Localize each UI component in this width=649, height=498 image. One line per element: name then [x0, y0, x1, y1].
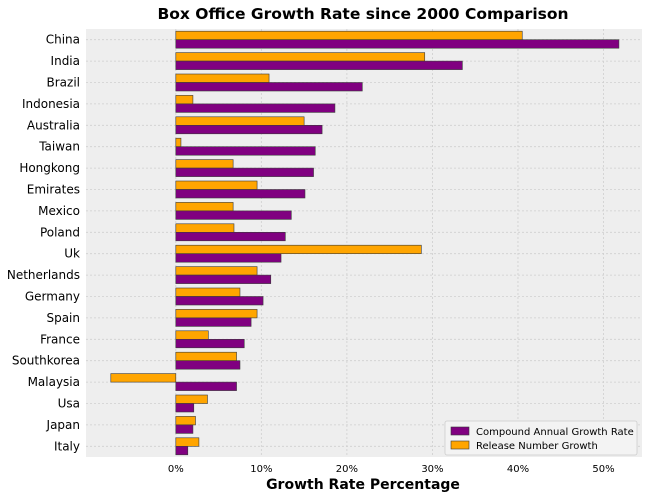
category-label: India: [51, 54, 80, 68]
bar-release-number-growth: [175, 30, 523, 41]
bar-release-number-growth: [175, 437, 200, 447]
bar-compound-annual-growth-rate: [175, 210, 292, 220]
bar-compound-annual-growth-rate: [175, 360, 241, 370]
axes: 0% 10% 20% 30% 40% 50% China India Brazil Indones…: [7, 33, 615, 475]
category-label: Malaysia: [28, 375, 80, 389]
bar-release-number-growth: [175, 351, 237, 362]
category-label: France: [40, 332, 80, 346]
category-label: Mexico: [38, 204, 80, 218]
category-label: Usa: [58, 397, 80, 411]
bar-release-number-growth: [175, 73, 270, 83]
category-label: Italy: [54, 439, 80, 453]
bar-release-number-growth: [175, 180, 258, 190]
chart-title: Box Office Growth Rate since 2000 Compar…: [157, 5, 568, 23]
bar-release-number-growth: [175, 223, 235, 233]
x-tick-label: 10%: [250, 464, 272, 475]
category-label: China: [46, 33, 80, 47]
x-tick-label: 0%: [168, 464, 184, 475]
bar-compound-annual-growth-rate: [175, 338, 245, 349]
bar-release-number-growth: [110, 373, 177, 383]
x-tick-label: 50%: [592, 464, 614, 475]
category-label: Indonesia: [22, 97, 80, 111]
bars: [110, 30, 620, 456]
bar-release-number-growth: [175, 202, 234, 212]
x-axis-label: Growth Rate Percentage: [266, 477, 460, 493]
plot-area: [86, 29, 642, 457]
bar-compound-annual-growth-rate: [175, 381, 237, 391]
bar-release-number-growth: [175, 52, 426, 62]
bar-release-number-growth: [175, 330, 209, 340]
bar-release-number-growth: [175, 244, 422, 254]
bar-compound-annual-growth-rate: [175, 445, 189, 456]
category-label: Uk: [64, 247, 80, 261]
legend-label: Compound Annual Growth Rate: [476, 427, 634, 438]
category-label: Netherlands: [7, 268, 80, 282]
x-tick-label: 40%: [507, 464, 529, 475]
bar-release-number-growth: [175, 116, 305, 126]
category-label: Emirates: [27, 183, 80, 197]
x-tick-label: 30%: [421, 464, 443, 475]
bar-compound-annual-growth-rate: [175, 317, 252, 327]
bar-release-number-growth: [175, 95, 194, 105]
legend-swatch: [450, 426, 470, 436]
bar-compound-annual-growth-rate: [175, 146, 316, 156]
category-label: Germany: [25, 290, 80, 304]
bar-compound-annual-growth-rate: [175, 424, 194, 434]
category-label: Poland: [40, 225, 80, 239]
bar-compound-annual-growth-rate: [175, 296, 264, 306]
bar-compound-annual-growth-rate: [175, 125, 323, 135]
category-label: Japan: [46, 418, 80, 432]
bar-release-number-growth: [175, 416, 196, 426]
x-tick-label: 20%: [336, 464, 358, 475]
bar-release-number-growth: [175, 266, 258, 276]
category-label: Brazil: [47, 76, 81, 90]
category-label: Southkorea: [12, 354, 80, 368]
bar-compound-annual-growth-rate: [175, 82, 363, 92]
bar-compound-annual-growth-rate: [175, 39, 620, 49]
category-label: Hongkong: [19, 161, 80, 175]
bar-compound-annual-growth-rate: [175, 253, 282, 263]
bar-compound-annual-growth-rate: [175, 189, 306, 199]
bar-compound-annual-growth-rate: [175, 232, 286, 242]
legend-label: Release Number Growth: [476, 441, 598, 452]
bar-release-number-growth: [175, 137, 182, 147]
legend: Compound Annual Growth Rate Release Numbe…: [444, 420, 638, 456]
bar-compound-annual-growth-rate: [175, 274, 272, 284]
legend-swatch: [450, 440, 470, 450]
category-label: Australia: [27, 118, 80, 132]
legend-box: [444, 420, 638, 456]
category-label: Taiwan: [38, 140, 80, 154]
category-label: Spain: [46, 311, 80, 325]
bar-compound-annual-growth-rate: [175, 403, 195, 413]
bar-release-number-growth: [175, 309, 258, 319]
bar-release-number-growth: [175, 287, 241, 297]
bar-compound-annual-growth-rate: [175, 103, 336, 113]
bar-release-number-growth: [175, 394, 208, 404]
bar-compound-annual-growth-rate: [175, 60, 463, 70]
bar-compound-annual-growth-rate: [175, 167, 314, 177]
bar-release-number-growth: [175, 159, 234, 169]
